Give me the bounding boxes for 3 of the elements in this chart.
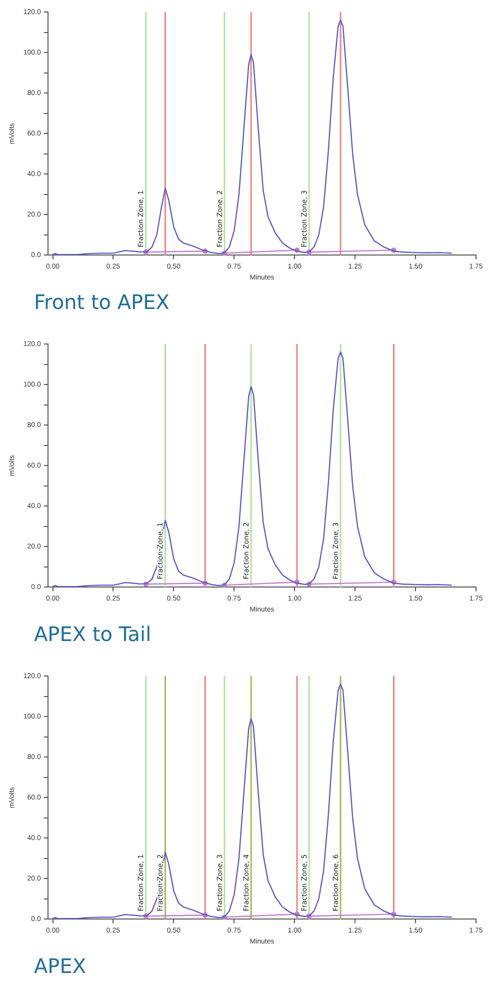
text: APEX to Tail xyxy=(33,621,152,648)
text: Front to APEX xyxy=(33,289,170,316)
text: APEX xyxy=(33,953,88,980)
